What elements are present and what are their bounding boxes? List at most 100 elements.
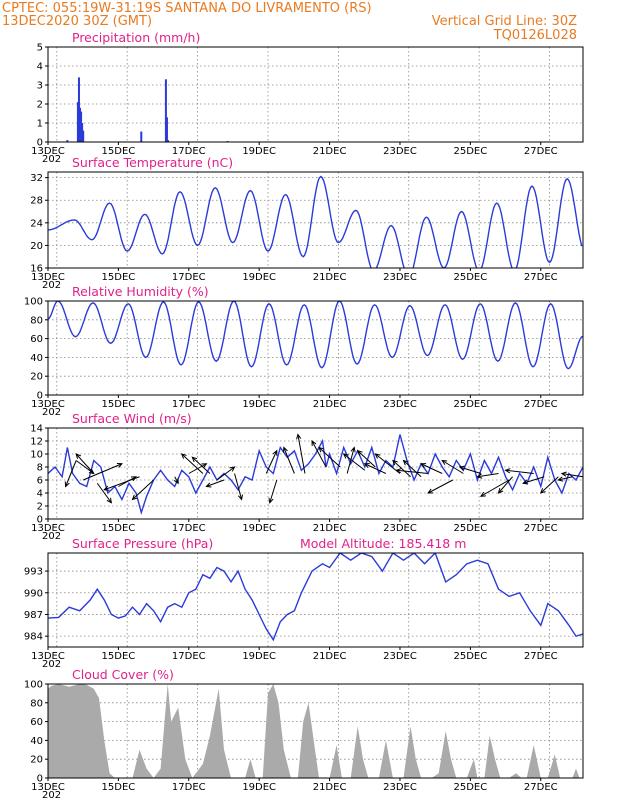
pressure-xtick-label: 17DEC xyxy=(172,651,206,662)
precipitation-xtick-label: 17DEC xyxy=(172,146,206,157)
wind-arrow-head xyxy=(402,459,409,466)
cloud-ytick-label: 40 xyxy=(30,736,43,747)
wind-ytick-label: 14 xyxy=(30,424,43,435)
header-location: CPTEC: 055:19W-31:19S SANTANA DO LIVRAME… xyxy=(2,1,372,16)
precipitation-bar xyxy=(82,130,85,142)
humidity-frame xyxy=(47,300,584,396)
wind-arrow-head xyxy=(201,463,208,469)
wind-series-group xyxy=(48,434,583,515)
pressure-xtick-label: 21DEC xyxy=(313,651,347,662)
wind-arrow-shaft xyxy=(558,476,573,481)
humidity-xtick-label: 23DEC xyxy=(383,399,417,410)
wind-arrow-shaft xyxy=(75,460,95,474)
cloud-xtick-label: 13DEC xyxy=(31,782,65,793)
wind-arrow-head xyxy=(504,468,511,474)
humidity-ytick-label: 100 xyxy=(24,297,43,308)
wind-arrow-shaft xyxy=(427,479,454,494)
pressure-xtick-label: 27DEC xyxy=(524,651,558,662)
wind-arrow-shaft xyxy=(346,447,355,474)
wind-arrow-head xyxy=(342,453,349,459)
cloud-ytick-label: 100 xyxy=(24,680,43,691)
pressure-ytick-label: 993 xyxy=(24,567,43,578)
cloud-xtick-label: 17DEC xyxy=(172,782,206,793)
wind-arrow-shaft xyxy=(403,460,422,478)
precipitation-bar xyxy=(165,117,168,142)
wind-arrow-shaft xyxy=(364,463,387,474)
wind-arrow-shaft xyxy=(561,473,584,478)
precipitation-xtick-label: 25DEC xyxy=(454,146,488,157)
wind-arrow-shaft xyxy=(269,479,278,503)
wind-arrow-head xyxy=(497,488,504,494)
humidity-ytick-label: 0 xyxy=(37,391,43,402)
wind-title: Surface Wind (m/s) xyxy=(72,411,192,426)
wind-arrow-shaft xyxy=(191,456,211,474)
wind-arrow-shaft xyxy=(540,476,559,494)
cloud-series-group xyxy=(48,684,583,778)
humidity-xtick-label: 19DEC xyxy=(242,399,276,410)
cloud-year-label: 202 xyxy=(42,790,61,800)
temperature-xtick-label: 13DEC xyxy=(31,272,65,283)
wind-ytick-label: 0 xyxy=(37,515,43,526)
temperature-ytick-label: 20 xyxy=(30,241,43,252)
pressure-series-group xyxy=(48,553,583,642)
precipitation-frame xyxy=(47,46,584,143)
cloud-ytick-label: 20 xyxy=(30,755,43,766)
wind-arrow-head xyxy=(311,439,317,447)
precipitation-bar xyxy=(76,102,79,142)
temperature-frame xyxy=(47,171,584,269)
cloud-ytick-label: 80 xyxy=(30,698,43,709)
wind-ytick-label: 12 xyxy=(30,437,43,448)
humidity-xtick-label: 27DEC xyxy=(524,399,558,410)
precipitation-year-label: 202 xyxy=(42,154,61,165)
humidity-xtick-label: 15DEC xyxy=(102,399,136,410)
temperature-ytick-label: 28 xyxy=(30,196,43,207)
pressure-xtick-label: 25DEC xyxy=(454,651,488,662)
wind-ytick-label: 8 xyxy=(37,463,43,474)
humidity-line xyxy=(48,301,583,370)
temperature-series-group xyxy=(48,175,583,268)
pressure-ytick-label: 990 xyxy=(24,588,43,599)
wind-arrow-shaft xyxy=(523,476,545,484)
temperature-ytick-label: 24 xyxy=(30,218,43,229)
cloud-xtick-label: 27DEC xyxy=(524,782,558,793)
wind-arrow-head xyxy=(296,433,302,440)
wind-xtick-label: 27DEC xyxy=(524,523,558,534)
humidity-ytick-label: 40 xyxy=(30,353,43,364)
precipitation-ytick-label: 2 xyxy=(37,100,43,111)
wind-arrow-shaft xyxy=(174,476,179,484)
pressure-ytick-label: 987 xyxy=(24,610,43,621)
wind-arrow-shaft xyxy=(132,479,154,500)
pressure-xtick-label: 23DEC xyxy=(383,651,417,662)
cloud-xtick-label: 21DEC xyxy=(313,782,347,793)
wind-arrow-head xyxy=(180,453,187,459)
humidity-series-group xyxy=(48,301,583,370)
cloud-xtick-label: 19DEC xyxy=(242,782,276,793)
precipitation-xtick-label: 23DEC xyxy=(383,146,417,157)
wind-arrow-head xyxy=(374,453,381,459)
wind-arrow-head xyxy=(479,491,486,497)
wind-arrow-head xyxy=(88,468,95,475)
wind-arrow-shaft xyxy=(420,463,443,474)
wind-ytick-label: 4 xyxy=(37,489,43,500)
wind-arrow-head xyxy=(268,497,274,504)
wind-arrow-shaft xyxy=(104,476,140,491)
pressure-ytick-label: 984 xyxy=(24,632,43,643)
humidity-xtick-label: 21DEC xyxy=(313,399,347,410)
wind-xtick-label: 13DEC xyxy=(31,523,65,534)
wind-xtick-label: 23DEC xyxy=(383,523,417,534)
wind-arrow-shaft xyxy=(392,460,411,478)
wind-arrow-shaft xyxy=(206,479,225,487)
wind-arrow-head xyxy=(318,446,324,453)
precipitation-bar xyxy=(164,79,167,142)
wind-ytick-label: 10 xyxy=(30,450,43,461)
precipitation-series-group xyxy=(66,77,229,142)
precipitation-bar xyxy=(66,140,69,142)
cloud-xtick-label: 15DEC xyxy=(102,782,136,793)
wind-arrow-head xyxy=(476,473,483,479)
precipitation-panel: Precipitation (mm/h) 0 1 2 3 4 5 13DEC 15DEC 17DE… xyxy=(31,30,584,165)
wind-arrow-head xyxy=(560,471,567,477)
wind-arrow-head xyxy=(420,463,427,468)
pressure-year-label: 202 xyxy=(42,659,61,670)
wind-arrow-head xyxy=(557,476,564,482)
